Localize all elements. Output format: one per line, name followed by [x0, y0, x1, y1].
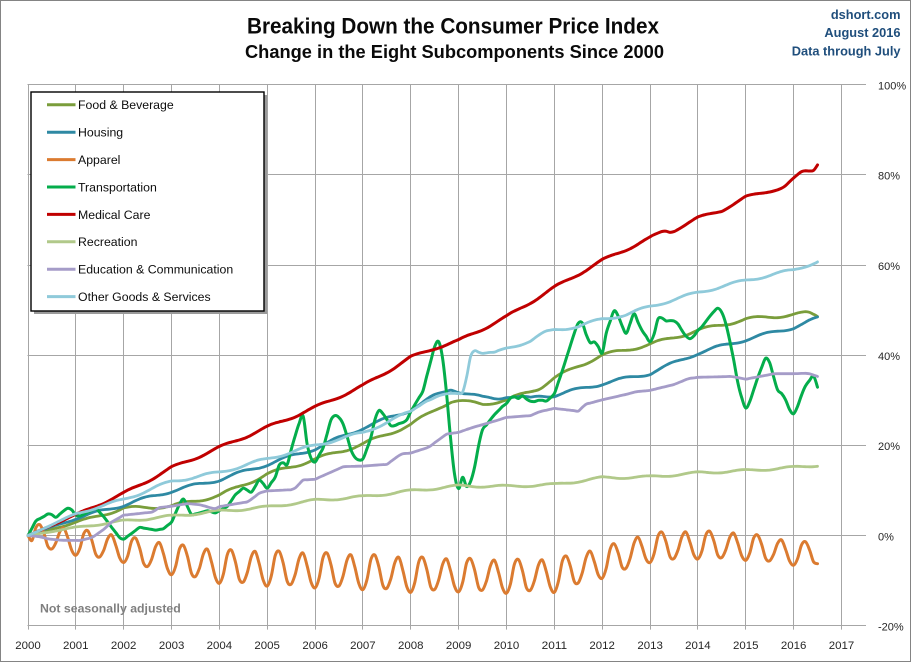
svg-text:2002: 2002 — [111, 640, 137, 652]
svg-text:Food & Beverage: Food & Beverage — [78, 98, 174, 112]
svg-text:Breaking Down the Consumer Pri: Breaking Down the Consumer Price Index — [247, 13, 660, 38]
svg-text:2010: 2010 — [494, 640, 520, 652]
svg-text:2015: 2015 — [733, 640, 759, 652]
svg-text:100%: 100% — [878, 81, 906, 93]
svg-text:Medical Care: Medical Care — [78, 208, 151, 222]
svg-text:2006: 2006 — [302, 640, 328, 652]
svg-text:Change in the Eight Subcompone: Change in the Eight Subcomponents Since … — [245, 42, 664, 62]
svg-text:2003: 2003 — [159, 640, 185, 652]
svg-text:Housing: Housing — [78, 126, 123, 140]
svg-text:Data through July: Data through July — [792, 43, 902, 58]
svg-text:2005: 2005 — [254, 640, 280, 652]
svg-text:2017: 2017 — [829, 640, 855, 652]
svg-text:Recreation: Recreation — [78, 235, 138, 249]
svg-text:2007: 2007 — [350, 640, 376, 652]
svg-text:2011: 2011 — [542, 640, 568, 652]
svg-text:August 2016: August 2016 — [824, 25, 900, 40]
svg-text:20%: 20% — [878, 441, 900, 453]
svg-text:Education & Communication: Education & Communication — [78, 263, 233, 277]
svg-text:2012: 2012 — [589, 640, 615, 652]
svg-text:Other Goods & Services: Other Goods & Services — [78, 290, 211, 304]
svg-text:0%: 0% — [878, 531, 894, 543]
svg-text:-20%: -20% — [878, 621, 904, 633]
svg-text:80%: 80% — [878, 171, 900, 183]
svg-text:2013: 2013 — [637, 640, 663, 652]
svg-text:40%: 40% — [878, 351, 900, 363]
svg-text:Transportation: Transportation — [78, 180, 157, 194]
svg-text:2009: 2009 — [446, 640, 472, 652]
svg-text:Not seasonally adjusted: Not seasonally adjusted — [40, 602, 181, 616]
svg-text:dshort.com: dshort.com — [831, 7, 901, 22]
svg-text:2008: 2008 — [398, 640, 424, 652]
svg-text:Apparel: Apparel — [78, 153, 120, 167]
svg-text:2016: 2016 — [781, 640, 807, 652]
svg-text:60%: 60% — [878, 261, 900, 273]
svg-text:2004: 2004 — [207, 640, 233, 652]
svg-text:2001: 2001 — [63, 640, 89, 652]
svg-text:2014: 2014 — [685, 640, 711, 652]
svg-text:2000: 2000 — [15, 640, 41, 652]
